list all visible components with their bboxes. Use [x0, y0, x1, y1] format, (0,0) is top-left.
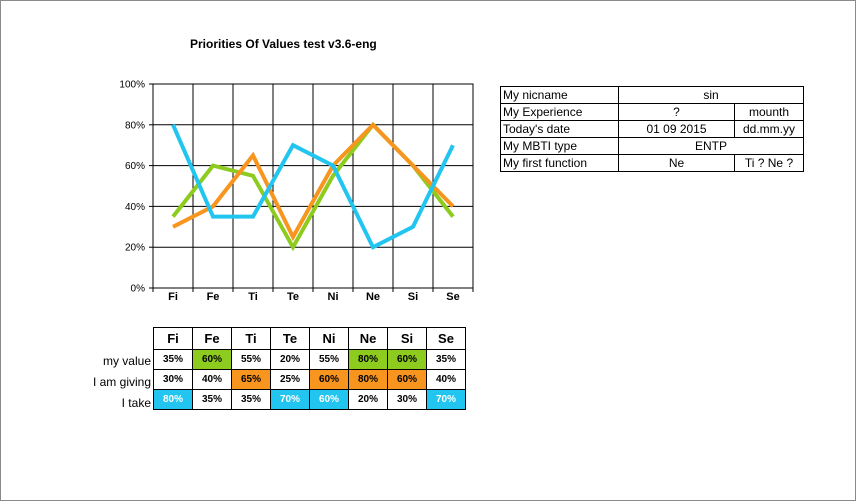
score-cell[interactable]: 55%	[309, 349, 349, 370]
score-table: Fi Fe Ti Te Ni Ne Si Se 35% 60% 55% 20% …	[153, 327, 466, 410]
row-label: I am giving	[92, 375, 151, 389]
info-row-first-function: My first function Ne Ti ? Ne ?	[500, 154, 804, 172]
row-label: I take	[121, 396, 151, 410]
info-extra: mounth	[734, 103, 804, 121]
info-row-mbti: My MBTI type ENTP	[500, 137, 804, 155]
x-tick-label: Fe	[207, 291, 220, 303]
score-row-take: 80% 35% 35% 70% 60% 20% 30% 70%	[153, 389, 466, 410]
header-cell: Ti	[231, 327, 271, 350]
x-tick-label: Ni	[328, 291, 339, 303]
header-cell: Si	[387, 327, 427, 350]
score-cell[interactable]: 60%	[387, 369, 427, 390]
score-cell[interactable]: 30%	[153, 369, 193, 390]
score-cell[interactable]: 25%	[270, 369, 310, 390]
info-row-nickname: My nicname sin	[500, 86, 804, 104]
info-extra: Ti ? Ne ?	[734, 154, 804, 172]
score-cell[interactable]: 80%	[348, 369, 388, 390]
score-cell[interactable]: 80%	[348, 349, 388, 370]
info-label: My nicname	[500, 86, 619, 104]
series-line	[172, 121, 455, 242]
info-value[interactable]: Ne	[618, 154, 735, 172]
y-tick-label: 60%	[125, 161, 145, 172]
header-cell: Fe	[192, 327, 232, 350]
score-cell[interactable]: 40%	[426, 369, 466, 390]
info-row-date: Today's date 01 09 2015 dd.mm.yy	[500, 120, 804, 138]
score-cell[interactable]: 65%	[231, 369, 271, 390]
header-cell: Ne	[348, 327, 388, 350]
header-cell: Ni	[309, 327, 349, 350]
score-cell[interactable]: 20%	[348, 389, 388, 410]
score-cell[interactable]: 60%	[192, 349, 232, 370]
info-table: My nicname sin My Experience ? mounth To…	[500, 86, 804, 172]
chart-title: Priorities Of Values test v3.6-eng	[190, 37, 377, 51]
info-label: My MBTI type	[500, 137, 619, 155]
x-tick-label: Te	[287, 291, 299, 303]
info-value[interactable]: 01 09 2015	[618, 120, 735, 138]
x-tick-label: Si	[408, 291, 418, 303]
info-label: My Experience	[500, 103, 619, 121]
y-tick-label: 20%	[125, 243, 145, 254]
score-cell[interactable]: 60%	[387, 349, 427, 370]
info-extra: dd.mm.yy	[734, 120, 804, 138]
score-row-labels: my value I am giving I take	[40, 351, 151, 414]
score-cell[interactable]: 60%	[309, 389, 349, 410]
header-cell: Te	[270, 327, 310, 350]
info-value[interactable]: ENTP	[618, 137, 804, 155]
score-header-row: Fi Fe Ti Te Ni Ne Si Se	[153, 327, 466, 350]
score-cell[interactable]: 70%	[426, 389, 466, 410]
info-value[interactable]: ?	[618, 103, 735, 121]
series-line	[171, 124, 455, 250]
score-cell[interactable]: 40%	[192, 369, 232, 390]
score-cell[interactable]: 35%	[231, 389, 271, 410]
y-tick-label: 40%	[125, 202, 145, 213]
info-value[interactable]: sin	[618, 86, 804, 104]
row-label: my value	[102, 354, 151, 368]
score-cell[interactable]: 80%	[153, 389, 193, 410]
score-cell[interactable]: 55%	[231, 349, 271, 370]
x-tick-label: Fi	[168, 291, 178, 303]
x-tick-label: Se	[446, 291, 459, 303]
score-cell[interactable]: 35%	[426, 349, 466, 370]
header-cell: Fi	[153, 327, 193, 350]
y-tick-label: 80%	[125, 120, 145, 131]
x-tick-label: Ti	[248, 291, 258, 303]
score-cell[interactable]: 20%	[270, 349, 310, 370]
score-cell[interactable]: 35%	[153, 349, 193, 370]
score-cell[interactable]: 70%	[270, 389, 310, 410]
info-row-experience: My Experience ? mounth	[500, 103, 804, 121]
header-cell: Se	[426, 327, 466, 350]
score-row-giving: 30% 40% 65% 25% 60% 80% 60% 40%	[153, 369, 466, 390]
score-row-my-value: 35% 60% 55% 20% 55% 80% 60% 35%	[153, 349, 466, 370]
info-label: My first function	[500, 154, 619, 172]
x-tick-label: Ne	[366, 291, 380, 303]
score-cell[interactable]: 35%	[192, 389, 232, 410]
y-tick-label: 0%	[131, 284, 146, 295]
score-cell[interactable]: 60%	[309, 369, 349, 390]
score-cell[interactable]: 30%	[387, 389, 427, 410]
y-tick-label: 100%	[119, 80, 145, 91]
info-label: Today's date	[500, 120, 619, 138]
